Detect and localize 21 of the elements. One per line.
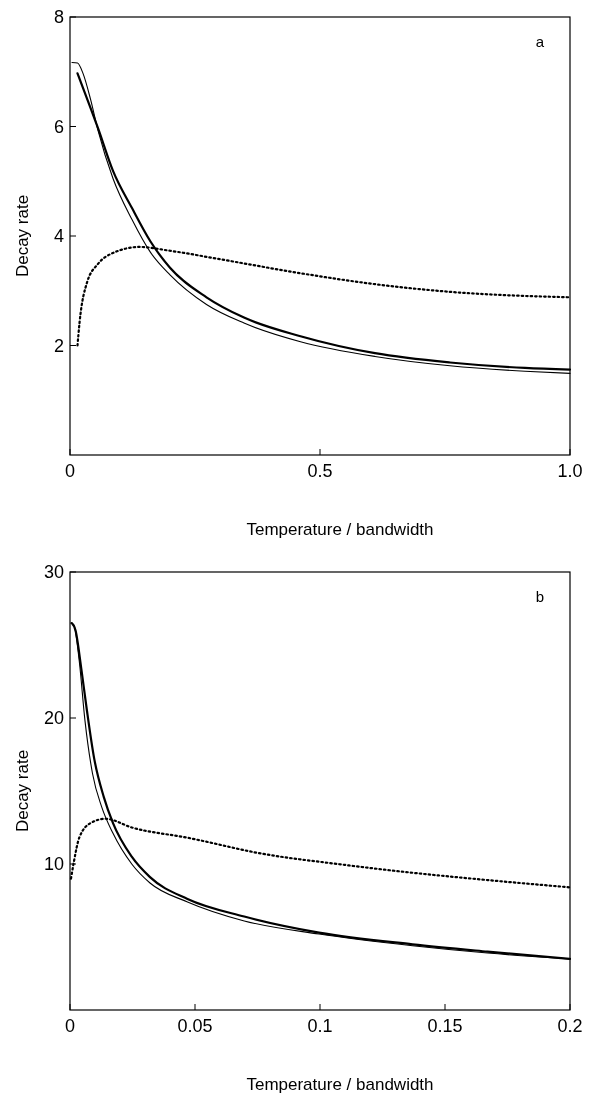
x-axis-title: Temperature / bandwidth xyxy=(246,1075,434,1094)
y-tick-label: 30 xyxy=(43,562,64,582)
y-tick-label: 10 xyxy=(43,854,64,874)
y-axis-title: Decay rate xyxy=(13,194,32,278)
y-axis-title: Decay rate xyxy=(13,749,32,833)
annotation: b xyxy=(535,588,545,605)
y-tick-label: 20 xyxy=(43,708,64,728)
x-tick-label: 0 xyxy=(64,461,76,481)
x-tick-label: 0.1 xyxy=(307,1016,333,1036)
x-tick-label: 0.5 xyxy=(307,461,333,481)
x-tick-label: 1.0 xyxy=(557,461,583,481)
y-tick-label: 8 xyxy=(53,7,64,27)
x-axis-title: Temperature / bandwidth xyxy=(246,520,434,539)
annotation: a xyxy=(535,33,545,50)
x-tick-label: 0.2 xyxy=(557,1016,583,1036)
y-tick-label: 4 xyxy=(53,226,64,246)
x-tick-label: 0.05 xyxy=(177,1016,213,1036)
y-tick-label: 2 xyxy=(53,335,64,356)
y-tick-label: 6 xyxy=(53,116,64,137)
x-tick-label: 0 xyxy=(64,1016,76,1036)
x-tick-label: 0.15 xyxy=(427,1016,463,1036)
